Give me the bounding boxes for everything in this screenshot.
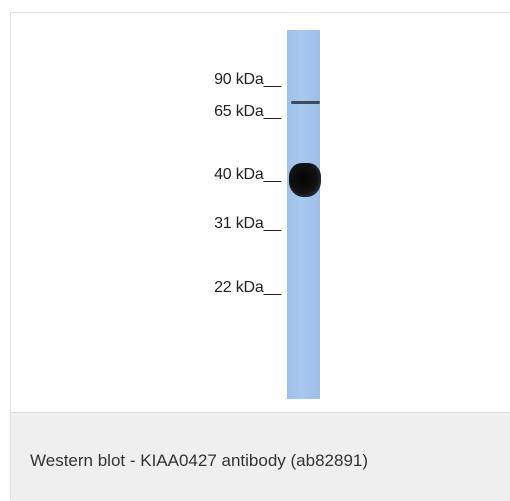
marker-31kda: 31 kDa__ xyxy=(141,213,281,233)
marker-label: 90 kDa__ xyxy=(214,71,281,88)
caption-text: Western blot - KIAA0427 antibody (ab8289… xyxy=(30,451,369,470)
marker-90kda: 90 kDa__ xyxy=(141,69,281,89)
main-band xyxy=(289,163,321,197)
marker-65kda: 65 kDa__ xyxy=(141,101,281,121)
product-image-card: 90 kDa__ 65 kDa__ 40 kDa__ 31 kDa__ 22 k… xyxy=(10,12,510,501)
marker-label: 40 kDa__ xyxy=(214,166,281,183)
blot-lane xyxy=(287,30,320,399)
faint-band xyxy=(291,101,320,104)
marker-label: 65 kDa__ xyxy=(214,103,281,120)
marker-40kda: 40 kDa__ xyxy=(141,164,281,184)
image-caption: Western blot - KIAA0427 antibody (ab8289… xyxy=(11,412,510,501)
marker-label: 22 kDa__ xyxy=(214,279,281,296)
marker-22kda: 22 kDa__ xyxy=(141,277,281,297)
marker-label: 31 kDa__ xyxy=(214,215,281,232)
western-blot-image: 90 kDa__ 65 kDa__ 40 kDa__ 31 kDa__ 22 k… xyxy=(11,13,510,412)
